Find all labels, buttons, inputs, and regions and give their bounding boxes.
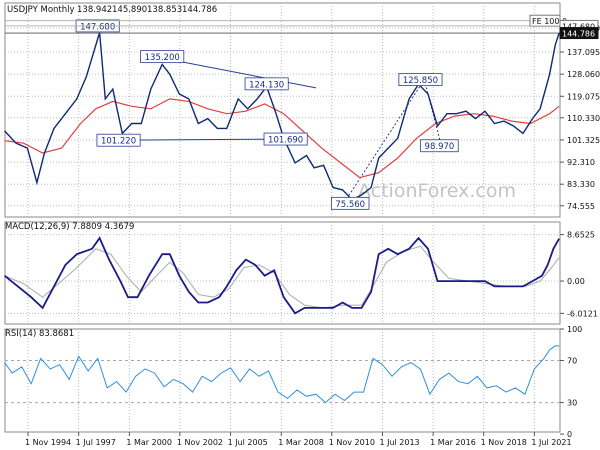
rsi-panel-frame — [4, 328, 561, 433]
trendline — [344, 79, 425, 203]
price-open-value: 138.942 — [77, 5, 112, 15]
rsi-y-tick-label: 70 — [567, 357, 577, 366]
price-panel: USDJPY Monthly 138.942 145.890 138.853 1… — [4, 5, 600, 211]
watermark: ActionForex.com — [358, 180, 516, 202]
price-y-tick-label: 110.330 — [567, 114, 600, 123]
price-y-tick-label: 119.075 — [567, 92, 600, 101]
price-level-label: 98.970 — [425, 142, 455, 152]
price-label-box — [140, 50, 185, 64]
macd-title: MACD(12,26,9) 7.8809 4.3679 — [5, 222, 134, 232]
rsi-panel: RSI(14) 83.8681 100 70 30 0 — [4, 325, 582, 439]
rsi-line — [4, 345, 560, 404]
price-y-tick-label: 92.310 — [567, 158, 595, 167]
x-tick-label: 1 Mar 2000 — [126, 438, 172, 447]
price-level-label: 147.680 — [80, 22, 115, 32]
x-tick-label: 1 Jul 1997 — [76, 438, 116, 447]
price-chart-title: USDJPY Monthly — [7, 5, 75, 15]
macd-panel: MACD(12,26,9) 7.8809 4.3679 8.6525 0.00 -6… — [4, 222, 598, 318]
price-label-box — [330, 196, 370, 210]
x-tick-label: 1 Nov 2002 — [177, 438, 223, 447]
price-label-box — [96, 133, 141, 147]
price-y-tick-label: 128.060 — [567, 70, 600, 79]
price-level-label: 101.220 — [101, 137, 136, 147]
price-level-label: 135.200 — [145, 53, 180, 63]
rsi-y-tick-label: 0 — [567, 430, 572, 439]
price-label-box — [244, 77, 289, 91]
price-high-value: 145.890 — [112, 5, 147, 15]
x-tick-label: 1 Mar 2016 — [430, 438, 476, 447]
price-y-tick-label: 83.330 — [567, 180, 595, 189]
price-close-value: 144.786 — [182, 5, 217, 15]
price-tag-box — [559, 27, 599, 40]
price-low-value: 138.853 — [147, 5, 182, 15]
price-label-box — [420, 139, 459, 153]
price-tag-label: 144.786 — [562, 30, 595, 39]
x-tick-label: 1 Nov 2018 — [481, 438, 527, 447]
x-tick-label: 1 Mar 2008 — [278, 438, 324, 447]
macd-y-tick-label: -6.0121 — [567, 309, 598, 318]
price-line — [4, 32, 560, 201]
price-level-label: 124.130 — [249, 80, 284, 90]
trendline — [110, 138, 290, 141]
price-level-label: 125.850 — [403, 76, 438, 86]
rsi-title: RSI(14) 83.8681 — [5, 329, 74, 339]
x-tick-label: 1 Nov 2010 — [329, 438, 375, 447]
x-tick-label: 1 Jul 2013 — [379, 438, 419, 447]
price-tag-label: 147.680 — [562, 22, 595, 31]
macd-line — [4, 236, 560, 315]
price-level-label: 101.690 — [268, 136, 303, 146]
macd-y-tick-label: 0.00 — [567, 277, 585, 286]
price-tag-label: FE 100.0 — [532, 17, 567, 26]
macd-panel-frame — [4, 221, 561, 325]
x-tick-label: 1 Jul 2021 — [531, 438, 571, 447]
x-tick-label: 1 Nov 1994 — [25, 438, 71, 447]
trendline — [423, 79, 442, 146]
macd-y-tick-label: 8.6525 — [567, 231, 595, 240]
rsi-y-tick-label: 100 — [567, 325, 582, 334]
x-axis: 1 Nov 1994 1 Jul 1997 1 Mar 2000 1 Nov 2002… — [25, 432, 572, 447]
price-label-box — [263, 132, 308, 146]
price-y-tick-label: 74.555 — [567, 202, 595, 211]
price-y-tick-label: 137.095 — [567, 48, 600, 57]
price-y-tick-label: 101.325 — [567, 136, 600, 145]
price-label-box — [398, 73, 443, 87]
price-level-label: 75.560 — [335, 200, 365, 210]
x-tick-label: 1 Jul 2005 — [228, 438, 268, 447]
moving-average-line — [4, 98, 560, 179]
rsi-y-tick-label: 30 — [567, 399, 577, 408]
